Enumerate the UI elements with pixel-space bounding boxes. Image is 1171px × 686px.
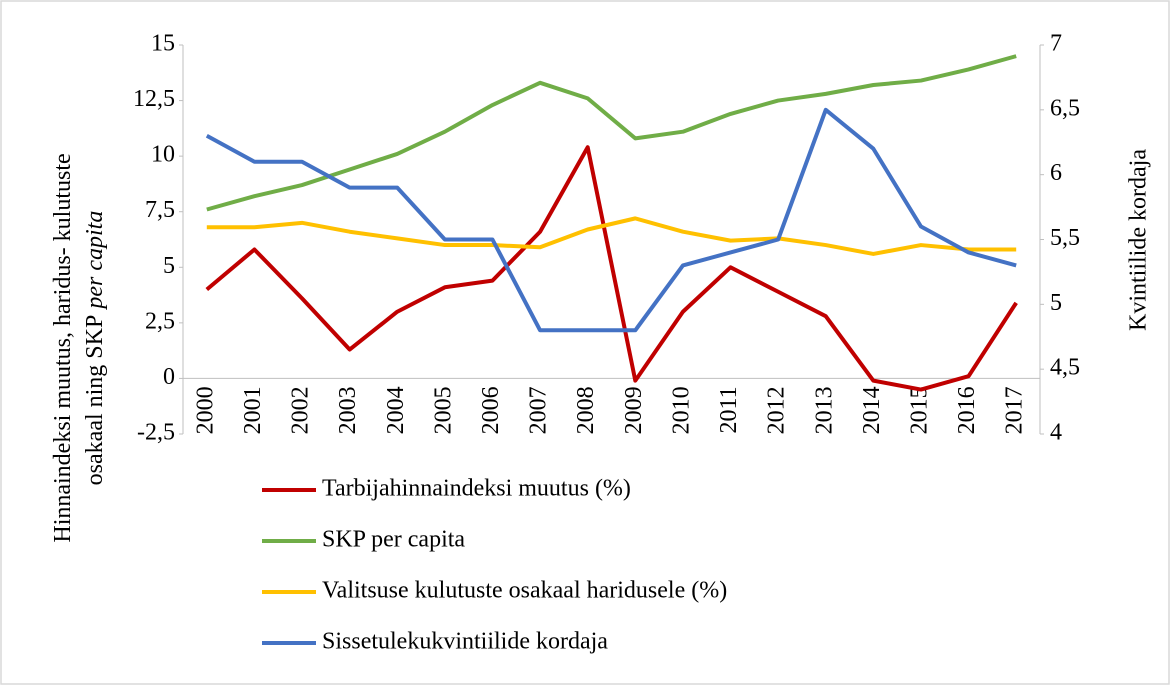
x-tick-label: 2016 (954, 386, 980, 434)
y2-tick-label: 6 (1050, 160, 1062, 186)
y-tick-label: 0 (163, 364, 175, 390)
x-tick-label: 2009 (621, 386, 647, 434)
y2-tick-label: 4 (1050, 420, 1062, 446)
y-tick-label: 7,5 (145, 197, 175, 223)
y-tick-label: 2,5 (145, 308, 175, 334)
y2-tick-label: 6,5 (1050, 95, 1080, 121)
x-tick-label: 2014 (859, 386, 885, 434)
series-line (206, 54, 1017, 212)
y-tick-label: 15 (151, 31, 175, 57)
x-tick-label: 2017 (1002, 386, 1028, 434)
x-tick-label: 2002 (288, 386, 314, 434)
legend-label: Tarbijahinnaindeksi muutus (%) (322, 476, 631, 502)
x-tick-label: 2012 (764, 386, 790, 434)
x-tick-label: 2013 (811, 386, 837, 434)
y2-tick-label: 7 (1050, 31, 1062, 57)
y2-tick-label: 5,5 (1050, 225, 1080, 251)
legend-label: Sissetulekukvintiilide kordaja (322, 629, 608, 655)
y-tick-label: -2,5 (137, 420, 175, 446)
y-label-italic: per capita (82, 211, 108, 311)
y2-tick-label: 5 (1050, 290, 1062, 316)
x-tick-label: 2001 (240, 386, 266, 434)
x-tick-label: 2006 (478, 386, 504, 434)
x-tick-label: 2003 (335, 386, 361, 434)
x-tick-label: 2010 (668, 386, 694, 434)
x-tick-label: 2004 (383, 386, 409, 434)
series-line (205, 107, 1017, 333)
y2-tick-label: 4,5 (1050, 355, 1080, 381)
y-tick-label: 5 (163, 253, 175, 279)
y-axis-label: Hinnaindeksi muutus, haridus- kulutuste o… (50, 153, 108, 542)
x-tick-label: 2005 (430, 386, 456, 434)
x-tick-label: 2007 (526, 386, 552, 434)
legend-label: Valitsuse kulutuste osakaal haridusele (… (322, 578, 727, 604)
x-tick-label: 2000 (192, 386, 218, 434)
series-line (205, 145, 1018, 392)
legend-label: SKP per capita (322, 527, 465, 553)
y-tick-label: 10 (151, 142, 175, 168)
series-line (206, 216, 1017, 256)
x-tick-label: 2015 (906, 386, 932, 434)
x-tick-label: 2008 (573, 386, 599, 434)
x-tick-label: 2011 (716, 386, 742, 433)
y2-axis-label: Kvintiilide kordaja (1126, 149, 1152, 331)
y-tick-label: 12,5 (133, 86, 175, 112)
y-label-line: osakaal ning SKP (82, 315, 108, 486)
y-label-line: Hinnaindeksi muutus, haridus- kulutuste (50, 153, 76, 542)
